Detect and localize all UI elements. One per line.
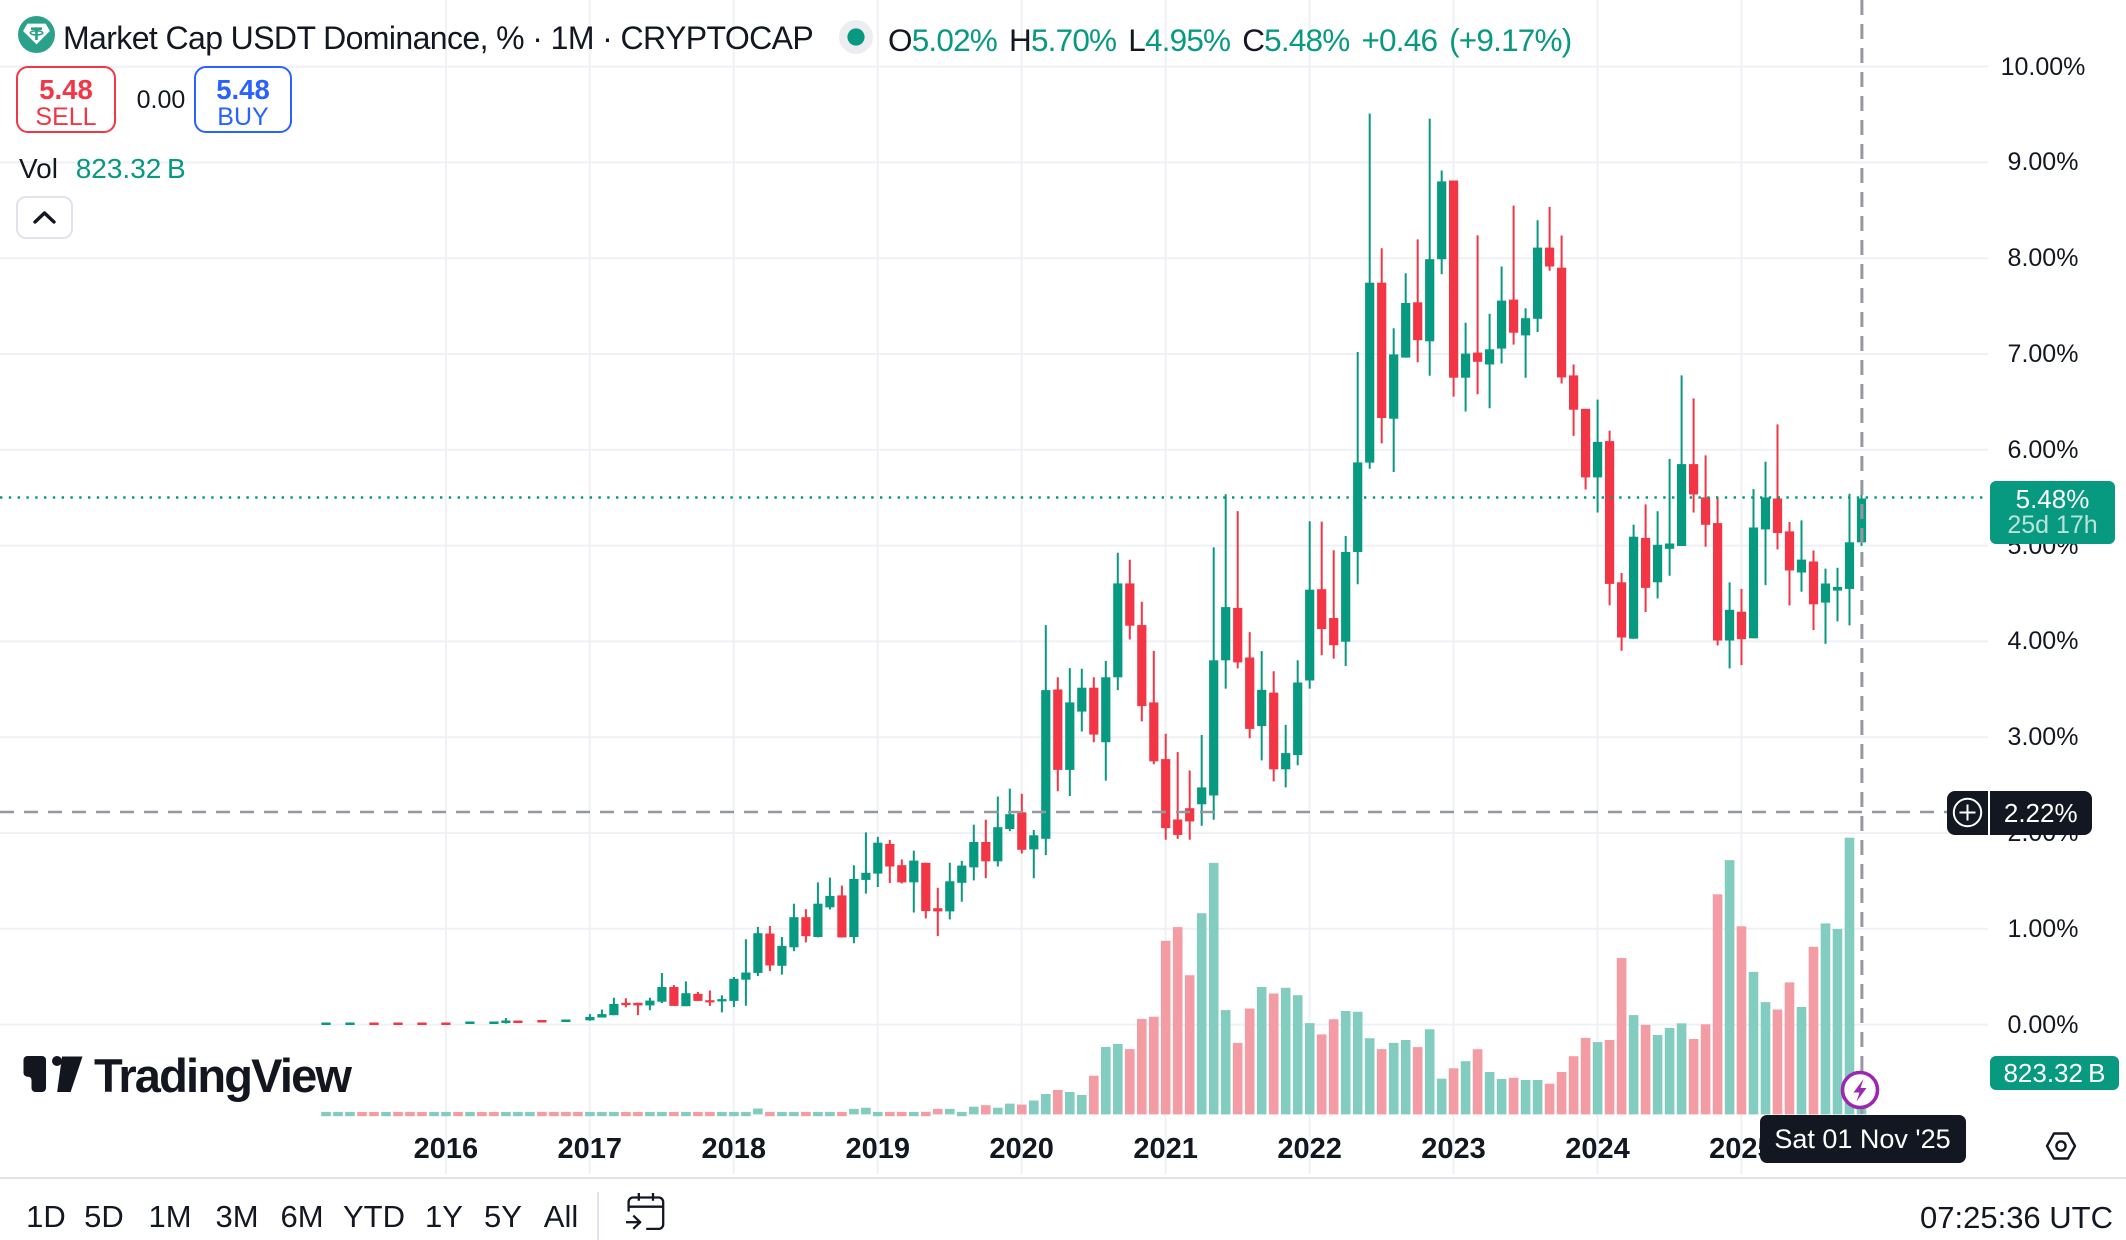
svg-text:TradingView: TradingView <box>94 1056 352 1102</box>
